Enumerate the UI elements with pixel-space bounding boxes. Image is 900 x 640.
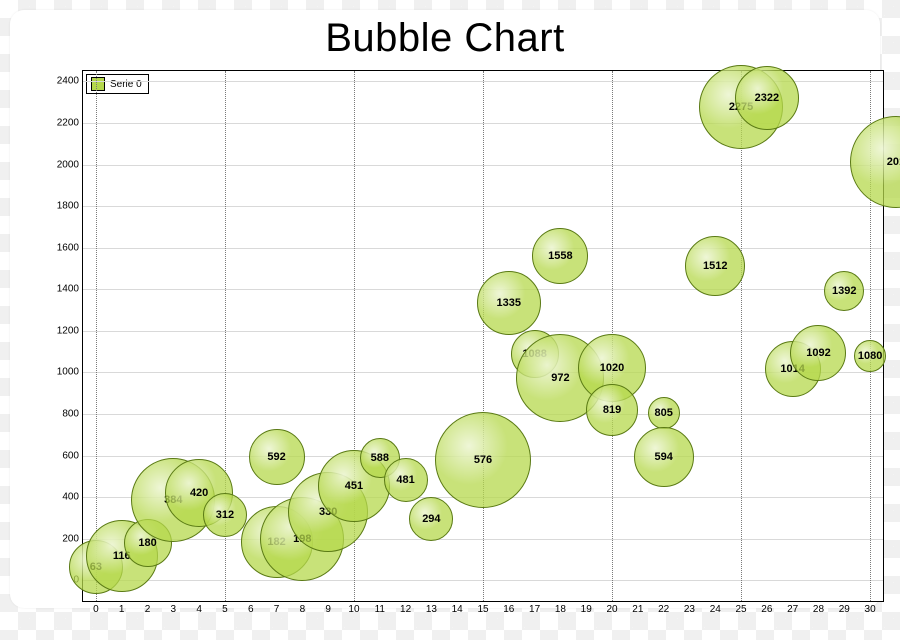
bubble-label: 451 bbox=[345, 480, 363, 492]
gridline-v bbox=[741, 71, 742, 601]
bubble-label: 1020 bbox=[600, 362, 624, 374]
y-tick-label: 200 bbox=[62, 533, 79, 544]
bubble: 1392 bbox=[824, 271, 864, 311]
x-tick-label: 7 bbox=[274, 604, 280, 615]
bubble-label: 1092 bbox=[806, 347, 830, 359]
legend-label: Serie 0 bbox=[110, 79, 142, 90]
y-tick-label: 2000 bbox=[57, 159, 79, 170]
bubble: 1335 bbox=[477, 271, 541, 335]
bubble: 805 bbox=[648, 397, 680, 429]
bubble-label: 1512 bbox=[703, 260, 727, 272]
bubble-label: 805 bbox=[654, 407, 672, 419]
x-tick-label: 5 bbox=[222, 604, 228, 615]
x-tick-label: 10 bbox=[348, 604, 359, 615]
x-tick-label: 12 bbox=[400, 604, 411, 615]
x-tick-label: 14 bbox=[452, 604, 463, 615]
x-tick-label: 25 bbox=[736, 604, 747, 615]
y-tick-label: 1600 bbox=[57, 242, 79, 253]
bubble: 819 bbox=[586, 384, 638, 436]
chart-card: Bubble Chart Serie 0 0200400600800100012… bbox=[10, 10, 880, 608]
bubble: 594 bbox=[634, 427, 694, 487]
bubble-label: 594 bbox=[654, 451, 672, 463]
bubble: 592 bbox=[249, 429, 305, 485]
x-tick-label: 15 bbox=[477, 604, 488, 615]
x-tick-label: 6 bbox=[248, 604, 254, 615]
bubble-label: 576 bbox=[474, 454, 492, 466]
x-tick-label: 9 bbox=[325, 604, 331, 615]
bubble-label: 1080 bbox=[858, 350, 882, 362]
legend-swatch bbox=[91, 77, 105, 91]
x-tick-label: 8 bbox=[300, 604, 306, 615]
bubble: 1080 bbox=[854, 340, 886, 372]
bubble-label: 1392 bbox=[832, 285, 856, 297]
y-tick-label: 2200 bbox=[57, 117, 79, 128]
x-tick-label: 24 bbox=[710, 604, 721, 615]
chart-title: Bubble Chart bbox=[10, 16, 880, 61]
x-tick-label: 1 bbox=[119, 604, 125, 615]
x-tick-label: 22 bbox=[658, 604, 669, 615]
bubble-label: 592 bbox=[267, 451, 285, 463]
x-tick-label: 27 bbox=[787, 604, 798, 615]
plot-area: Serie 0 02004006008001000120014001600180… bbox=[82, 70, 884, 602]
bubble-label: 588 bbox=[371, 452, 389, 464]
x-tick-label: 11 bbox=[375, 604, 385, 615]
x-tick-label: 23 bbox=[684, 604, 695, 615]
y-tick-label: 2400 bbox=[57, 76, 79, 87]
y-tick-label: 800 bbox=[62, 408, 79, 419]
y-tick-label: 1800 bbox=[57, 201, 79, 212]
x-tick-label: 18 bbox=[555, 604, 566, 615]
x-tick-label: 3 bbox=[171, 604, 177, 615]
bubble: 576 bbox=[435, 412, 531, 508]
bubble-label: 420 bbox=[190, 487, 208, 499]
bubble-label: 312 bbox=[216, 509, 234, 521]
bubble-label: 972 bbox=[551, 372, 569, 384]
bubble-label: 201 bbox=[887, 156, 900, 168]
bubble: 312 bbox=[203, 493, 247, 537]
x-tick-label: 29 bbox=[839, 604, 850, 615]
x-tick-label: 16 bbox=[503, 604, 514, 615]
x-tick-label: 0 bbox=[93, 604, 99, 615]
bubble: 201 bbox=[850, 116, 900, 208]
y-tick-label: 600 bbox=[62, 450, 79, 461]
x-tick-label: 28 bbox=[813, 604, 824, 615]
bubble-label: 180 bbox=[138, 537, 156, 549]
bubble-label: 481 bbox=[396, 474, 414, 486]
x-tick-label: 19 bbox=[581, 604, 592, 615]
x-tick-label: 4 bbox=[196, 604, 202, 615]
bubble-label: 819 bbox=[603, 404, 621, 416]
bubble: 294 bbox=[409, 497, 453, 541]
bubble: 481 bbox=[384, 458, 428, 502]
bubble: 1512 bbox=[685, 236, 745, 296]
gridline-v bbox=[96, 71, 97, 601]
bubble: 2322 bbox=[735, 66, 799, 130]
bubble: 1092 bbox=[790, 325, 846, 381]
y-tick-label: 400 bbox=[62, 492, 79, 503]
x-tick-label: 13 bbox=[426, 604, 437, 615]
y-tick-label: 1000 bbox=[57, 367, 79, 378]
x-tick-label: 30 bbox=[865, 604, 876, 615]
bubble-label: 294 bbox=[422, 513, 440, 525]
y-tick-label: 1200 bbox=[57, 325, 79, 336]
bubble-label: 1558 bbox=[548, 250, 572, 262]
bubble: 1558 bbox=[532, 228, 588, 284]
x-tick-label: 17 bbox=[529, 604, 540, 615]
x-tick-label: 26 bbox=[761, 604, 772, 615]
y-tick-label: 1400 bbox=[57, 284, 79, 295]
x-tick-label: 20 bbox=[606, 604, 617, 615]
x-tick-label: 2 bbox=[145, 604, 151, 615]
x-tick-label: 21 bbox=[632, 604, 643, 615]
bubble-label: 1335 bbox=[497, 297, 521, 309]
bubble-label: 2322 bbox=[755, 92, 779, 104]
gridline-v bbox=[483, 71, 484, 601]
